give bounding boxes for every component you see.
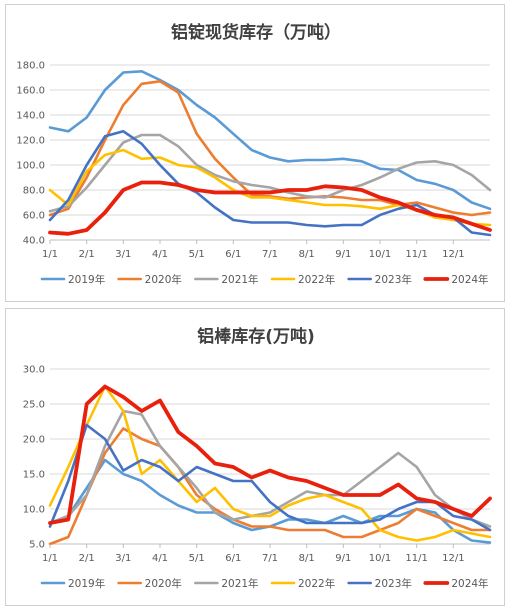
x-tick-label: 2/1 (79, 249, 95, 260)
y-tick-label: 10.0 (23, 505, 45, 516)
legend: 2019年 2020年 2021年 2022年 2023年 2024年 (40, 273, 489, 286)
y-tick-label: 120.0 (16, 136, 45, 147)
legend-label: 2023年 (375, 577, 412, 590)
y-tick-label: 30.0 (23, 365, 45, 376)
legend-label: 2021年 (221, 273, 258, 286)
series-line-2022年 (48, 385, 492, 542)
x-tick-label: 12/1 (442, 249, 464, 260)
x-tick-label: 11/1 (405, 249, 427, 260)
y-tick-label: 60.0 (23, 211, 45, 222)
y-tick-label: 15.0 (23, 470, 45, 481)
x-tick-label: 3/1 (115, 553, 131, 564)
x-tick-label: 5/1 (189, 553, 205, 564)
series-lines (48, 70, 492, 237)
legend-item: 2019年 (40, 577, 105, 590)
legend-item: 2024年 (423, 273, 489, 286)
y-tick-label: 25.0 (23, 400, 45, 411)
y-tick-labels: 5.0 10.0 15.0 20.0 25.0 30.0 (23, 365, 45, 551)
x-tick-label: 8/1 (299, 249, 315, 260)
legend-label: 2020年 (145, 577, 182, 590)
legend-label: 2023年 (375, 273, 412, 286)
legend-item: 2019年 (40, 273, 105, 286)
series-line-2020年 (48, 427, 492, 546)
chart-title: 铝锭现货库存（万吨） (171, 22, 341, 43)
x-tick-label: 6/1 (225, 553, 241, 564)
legend-label: 2019年 (68, 273, 105, 286)
legend-item: 2021年 (194, 273, 259, 286)
legend-item: 2023年 (347, 273, 412, 286)
chart-spot-aluminum-ingot: 铝锭现货库存（万吨） 40.0 60.0 80.0 100.0 120.0 140.0 16… (16, 22, 492, 286)
y-tick-label: 40.0 (23, 236, 45, 247)
x-tick-label: 8/1 (299, 553, 315, 564)
chart-panel-spot-inventory: 铝锭现货库存（万吨） 40.0 60.0 80.0 100.0 120.0 140.0 16… (5, 4, 505, 302)
chart-title: 铝棒库存(万吨) (197, 326, 315, 347)
x-tick-label: 7/1 (262, 249, 278, 260)
x-tick-label: 9/1 (335, 249, 351, 260)
x-tick-label: 3/1 (115, 249, 131, 260)
x-tick-label: 9/1 (335, 553, 351, 564)
chart-aluminum-rod: 铝棒库存(万吨) 5.0 10.0 15.0 20.0 25.0 30.0 1/1 2/1 3… (23, 326, 492, 590)
legend-label: 2020年 (145, 273, 182, 286)
x-tick-label: 4/1 (152, 249, 168, 260)
series-line-2024年 (48, 384, 492, 525)
legend-label: 2024年 (451, 273, 488, 286)
y-tick-label: 160.0 (16, 86, 45, 97)
y-tick-label: 140.0 (16, 111, 45, 122)
x-tick-labels: 1/1 2/1 3/1 4/1 5/1 6/1 7/1 8/1 9/1 10/1 11/1 12/1 (42, 544, 465, 564)
legend-item: 2022年 (270, 577, 335, 590)
x-tick-label: 1/1 (42, 553, 58, 564)
chart-panel-rod-inventory: 铝棒库存(万吨) 5.0 10.0 15.0 20.0 25.0 30.0 1/1 2/1 3… (5, 308, 505, 606)
legend-item: 2020年 (117, 273, 182, 286)
y-tick-labels: 40.0 60.0 80.0 100.0 120.0 140.0 160.0 180.0 (16, 61, 45, 247)
x-tick-label: 11/1 (405, 553, 427, 564)
y-tick-label: 100.0 (16, 161, 45, 172)
x-tick-label: 7/1 (262, 553, 278, 564)
y-tick-label: 80.0 (23, 186, 45, 197)
legend-item: 2023年 (347, 577, 412, 590)
x-tick-label: 1/1 (42, 249, 58, 260)
x-tick-label: 5/1 (189, 249, 205, 260)
legend: 2019年 2020年 2021年 2022年 2023年 2024年 (40, 577, 489, 590)
legend-item: 2020年 (117, 577, 182, 590)
y-tick-label: 20.0 (23, 435, 45, 446)
series-line-2023年 (48, 130, 492, 237)
legend-label: 2022年 (298, 273, 335, 286)
series-line-2023年 (48, 423, 492, 532)
series-line-2024年 (48, 180, 492, 236)
series-lines (48, 384, 492, 546)
x-tick-label: 2/1 (79, 553, 95, 564)
legend-label: 2022年 (298, 577, 335, 590)
series-line-2021年 (48, 133, 492, 213)
legend-label: 2019年 (68, 577, 105, 590)
x-tick-label: 12/1 (442, 553, 464, 564)
x-tick-labels: 1/1 2/1 3/1 4/1 5/1 6/1 7/1 8/1 9/1 10/1 11/1 12/1 (42, 240, 465, 260)
x-tick-label: 10/1 (369, 249, 391, 260)
x-tick-label: 10/1 (369, 553, 391, 564)
legend-label: 2024年 (451, 577, 488, 590)
x-tick-label: 6/1 (225, 249, 241, 260)
x-tick-label: 4/1 (152, 553, 168, 564)
legend-label: 2021年 (221, 577, 258, 590)
series-line-2020年 (48, 80, 492, 217)
series-line-2019年 (48, 70, 492, 211)
y-tick-label: 5.0 (29, 540, 45, 551)
legend-item: 2021年 (194, 577, 259, 590)
y-tick-label: 180.0 (16, 61, 45, 72)
legend-item: 2022年 (270, 273, 335, 286)
legend-item: 2024年 (423, 577, 489, 590)
